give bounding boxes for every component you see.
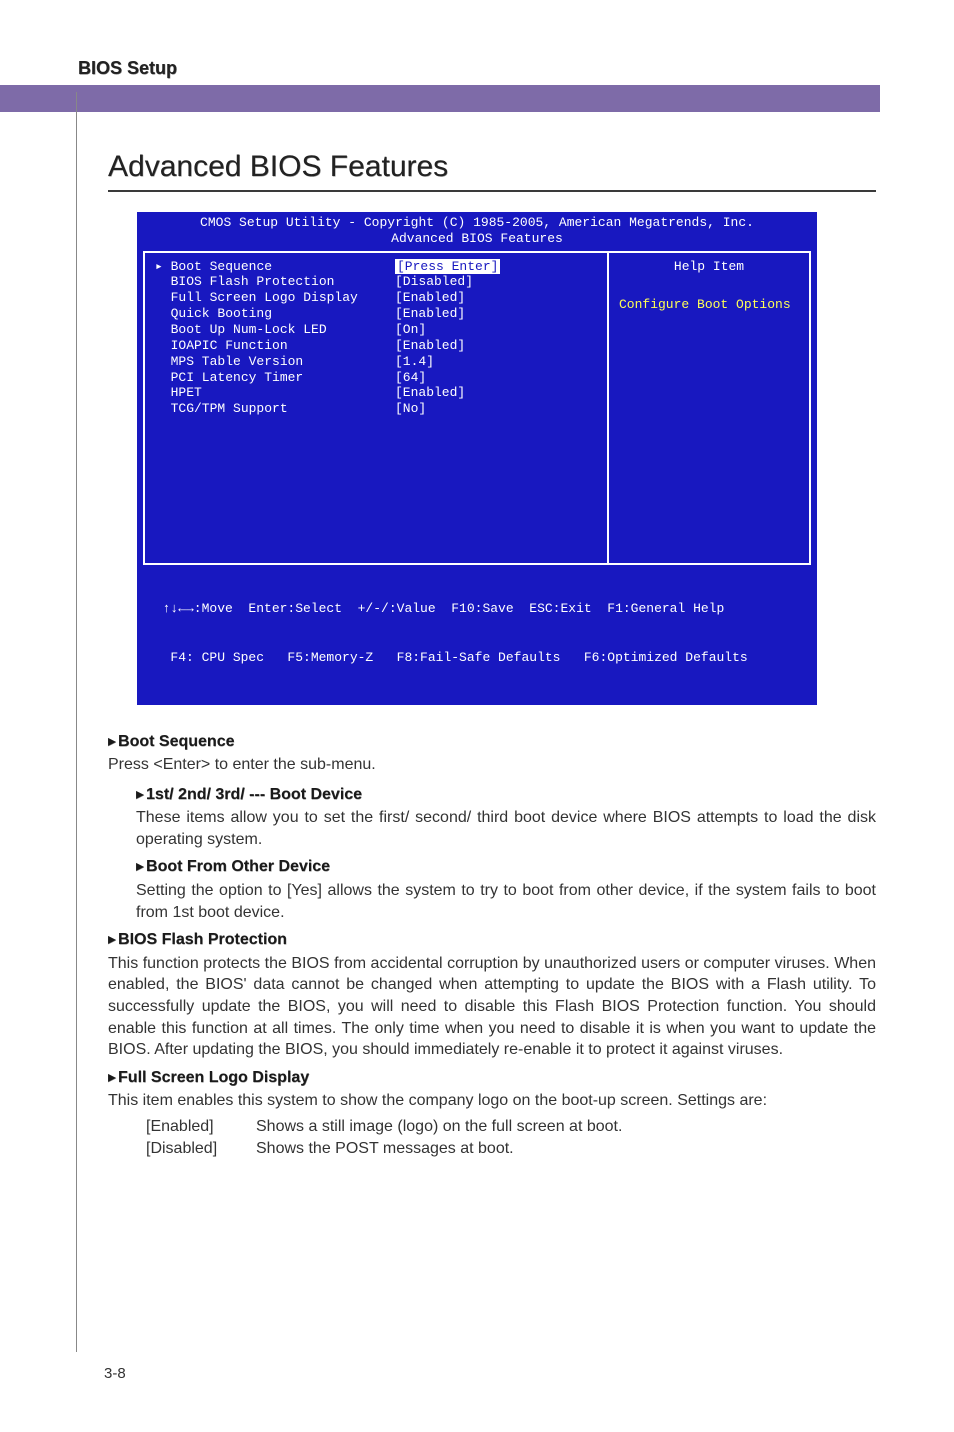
heading-logo-display: ▸Full Screen Logo Display — [108, 1067, 876, 1089]
bios-setting-label: IOAPIC Function — [155, 338, 395, 354]
arrow-icon: ▸ — [136, 786, 144, 803]
setting-row: [Enabled]Shows a still image (logo) on t… — [146, 1116, 876, 1138]
bios-setting-label: PCI Latency Timer — [155, 370, 395, 386]
text-logo-display: This item enables this system to show th… — [108, 1090, 876, 1112]
bios-setting-value: [No] — [395, 401, 426, 417]
header-separator-bar — [0, 85, 880, 112]
bios-setting-row: HPET[Enabled] — [155, 385, 597, 401]
bios-footer-line1: ↑↓←→:Move Enter:Select +/-/:Value F10:Sa… — [147, 601, 807, 617]
left-margin-rule — [76, 92, 77, 1352]
bios-setting-value: [Press Enter] — [395, 259, 500, 275]
section-title: Advanced BIOS Features — [108, 150, 876, 192]
heading-boot-other: ▸Boot From Other Device — [136, 856, 876, 878]
bios-setting-row: ▸ Boot Sequence[Press Enter] — [155, 259, 597, 275]
text-flash-protection: This function protects the BIOS from acc… — [108, 953, 876, 1061]
heading-boot-sequence: ▸Boot Sequence — [108, 731, 876, 753]
bios-setting-value: [Disabled] — [395, 274, 473, 290]
text-boot-sequence: Press <Enter> to enter the sub-menu. — [108, 754, 876, 776]
bios-footer: ↑↓←→:Move Enter:Select +/-/:Value F10:Sa… — [137, 565, 817, 705]
arrow-icon: ▸ — [108, 931, 116, 948]
bios-help-desc: Configure Boot Options — [619, 297, 799, 312]
bios-setting-label: Full Screen Logo Display — [155, 290, 395, 306]
arrow-icon: ▸ — [108, 733, 116, 750]
text-boot-device: These items allow you to set the first/ … — [136, 807, 876, 850]
document-body: ▸Boot Sequence Press <Enter> to enter th… — [108, 731, 876, 1160]
bios-setting-row: PCI Latency Timer[64] — [155, 370, 597, 386]
bios-setting-label: Boot Up Num-Lock LED — [155, 322, 395, 338]
bios-setting-value: [Enabled] — [395, 306, 465, 322]
bios-setting-row: IOAPIC Function[Enabled] — [155, 338, 597, 354]
bios-setting-value: [64] — [395, 370, 426, 386]
bios-title: CMOS Setup Utility - Copyright (C) 1985-… — [137, 212, 817, 249]
bios-body: ▸ Boot Sequence[Press Enter] BIOS Flash … — [143, 251, 811, 565]
heading-boot-device: ▸1st/ 2nd/ 3rd/ --- Boot Device — [136, 784, 876, 806]
bios-setting-row: Boot Up Num-Lock LED[On] — [155, 322, 597, 338]
bios-setting-row: Quick Booting[Enabled] — [155, 306, 597, 322]
bios-setting-label: HPET — [155, 385, 395, 401]
setting-key: [Enabled] — [146, 1116, 256, 1138]
bios-title-line1: CMOS Setup Utility - Copyright (C) 1985-… — [137, 215, 817, 231]
page-number: 3-8 — [104, 1365, 126, 1382]
setting-key: [Disabled] — [146, 1138, 256, 1160]
bios-setting-row: Full Screen Logo Display[Enabled] — [155, 290, 597, 306]
bios-setting-row: BIOS Flash Protection[Disabled] — [155, 274, 597, 290]
bios-help-title: Help Item — [619, 259, 799, 297]
bios-title-line2: Advanced BIOS Features — [137, 231, 817, 247]
setting-value: Shows a still image (logo) on the full s… — [256, 1116, 622, 1138]
bios-setting-label: MPS Table Version — [155, 354, 395, 370]
heading-text: Boot Sequence — [118, 733, 234, 750]
bios-setting-value: [Enabled] — [395, 385, 465, 401]
arrow-icon: ▸ — [108, 1069, 116, 1086]
bios-setting-label: ▸ Boot Sequence — [155, 259, 395, 275]
bios-setting-row: TCG/TPM Support[No] — [155, 401, 597, 417]
bios-setting-label: BIOS Flash Protection — [155, 274, 395, 290]
setting-value: Shows the POST messages at boot. — [256, 1138, 514, 1160]
page-header: BIOS Setup — [78, 58, 876, 79]
bios-setting-value: [Enabled] — [395, 290, 465, 306]
bios-screenshot: CMOS Setup Utility - Copyright (C) 1985-… — [137, 212, 817, 705]
bios-setting-row: MPS Table Version[1.4] — [155, 354, 597, 370]
bios-setting-value: [Enabled] — [395, 338, 465, 354]
bios-setting-label: Quick Booting — [155, 306, 395, 322]
bios-settings-panel: ▸ Boot Sequence[Press Enter] BIOS Flash … — [145, 253, 609, 563]
heading-flash-protection: ▸BIOS Flash Protection — [108, 929, 876, 951]
heading-text: Full Screen Logo Display — [118, 1069, 309, 1086]
heading-text: Boot From Other Device — [146, 858, 330, 875]
heading-text: BIOS Flash Protection — [118, 931, 287, 948]
page-container: BIOS Setup Advanced BIOS Features CMOS S… — [0, 0, 954, 1432]
bios-help-panel: Help Item Configure Boot Options — [609, 253, 809, 563]
text-boot-other: Setting the option to [Yes] allows the s… — [136, 880, 876, 923]
bios-footer-line2: F4: CPU Spec F5:Memory-Z F8:Fail-Safe De… — [147, 650, 807, 666]
bios-setting-label: TCG/TPM Support — [155, 401, 395, 417]
setting-row: [Disabled]Shows the POST messages at boo… — [146, 1138, 876, 1160]
arrow-icon: ▸ — [136, 858, 144, 875]
heading-text: 1st/ 2nd/ 3rd/ --- Boot Device — [146, 786, 362, 803]
bios-setting-value: [On] — [395, 322, 426, 338]
bios-setting-value: [1.4] — [395, 354, 434, 370]
logo-settings-table: [Enabled]Shows a still image (logo) on t… — [146, 1116, 876, 1159]
